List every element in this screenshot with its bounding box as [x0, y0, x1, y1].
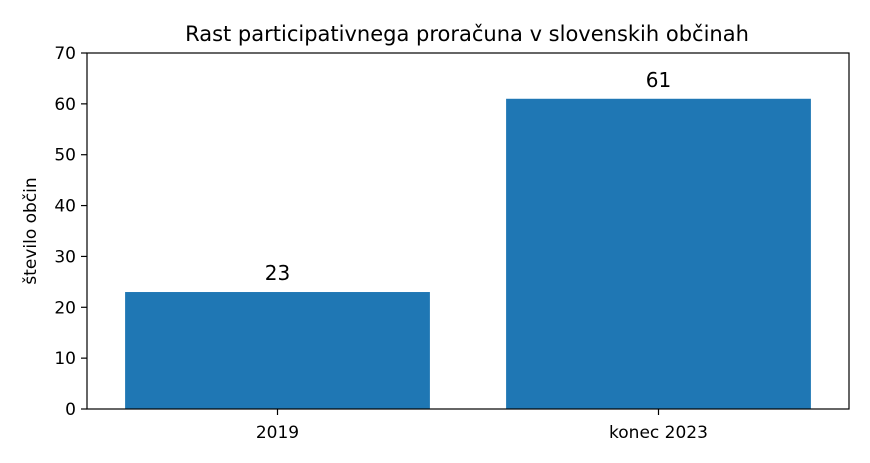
y-axis-label: število občin	[21, 177, 41, 284]
bars-group	[125, 98, 811, 410]
x-tick-label-0: 2019	[256, 423, 299, 443]
y-tick-label-3: 30	[54, 247, 76, 267]
y-tick-label-6: 60	[54, 95, 76, 115]
bar-1	[506, 98, 811, 410]
y-tick-label-2: 20	[54, 298, 76, 318]
y-tick-label-1: 10	[54, 349, 76, 369]
chart-title: Rast participativnega proračuna v sloven…	[185, 22, 749, 46]
plot-frame	[86, 52, 850, 410]
data-label-1: 61	[646, 68, 671, 92]
data-label-0: 23	[265, 261, 290, 285]
y-axis: 0 10 20 30 40 50 60 70	[54, 44, 87, 420]
y-tick-label-5: 50	[54, 146, 76, 166]
y-tick-label-4: 40	[54, 197, 76, 217]
x-tick-label-1: konec 2023	[609, 423, 708, 443]
y-tick-label-0: 0	[65, 400, 76, 420]
bar-0	[125, 292, 430, 409]
data-labels-group: 23 61	[265, 68, 671, 285]
y-tick-label-7: 70	[54, 44, 76, 64]
x-axis: 2019 konec 2023	[256, 409, 708, 443]
